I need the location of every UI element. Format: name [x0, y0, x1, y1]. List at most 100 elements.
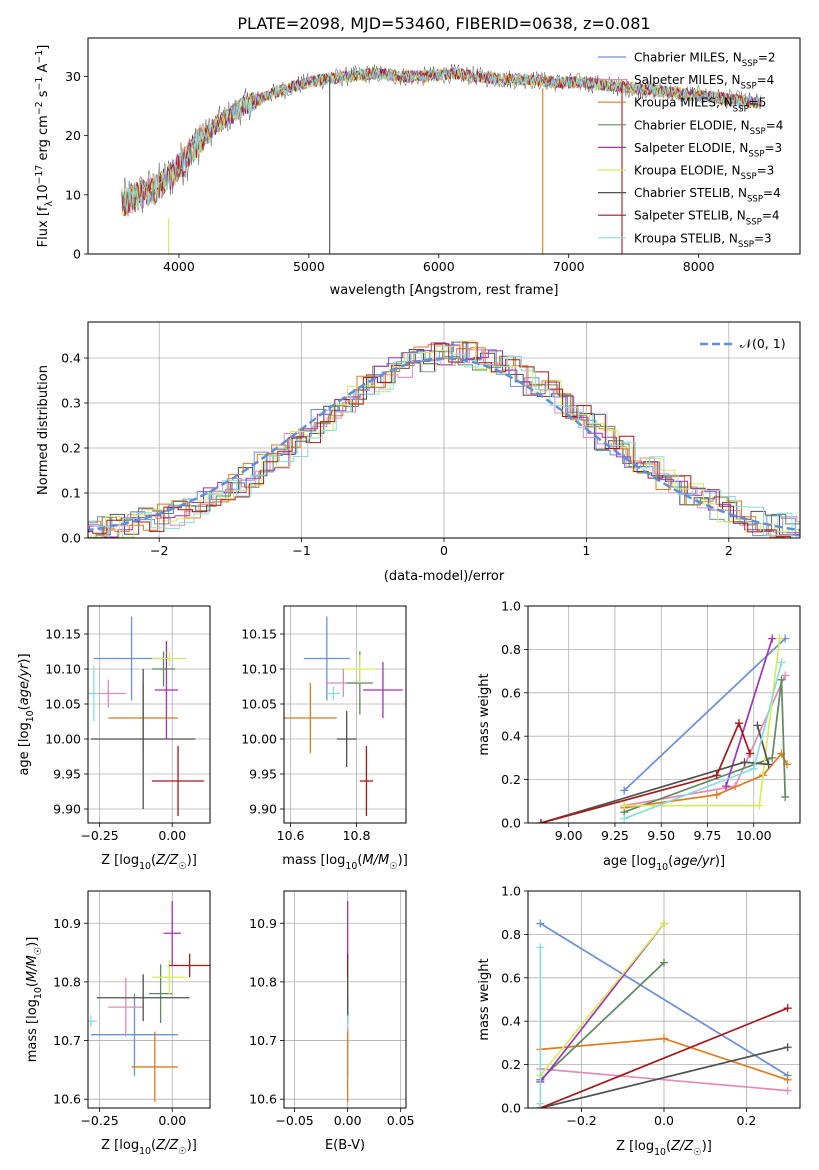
- x-tick-label: −0.25: [80, 828, 118, 843]
- axes-frame: [527, 605, 801, 824]
- mass-vs-extinction-panel: −0.05 0.00 0.05 10.6 10.7 10.8 10.9 E(B-V): [249, 890, 415, 1153]
- normal-curve: [88, 357, 800, 532]
- x-tick-label: −0.25: [80, 1113, 118, 1128]
- x-tick-label: 0: [440, 543, 448, 558]
- legend-label: Salpeter STELIB, NSSP=4: [634, 209, 780, 228]
- x-tick-label: 9.75: [694, 828, 722, 843]
- y-tick-label: 30: [65, 69, 81, 84]
- x-tick-label: −0.2: [566, 1113, 596, 1128]
- y-tick-label: 10.8: [53, 974, 81, 989]
- y-tick-label: 1.0: [501, 599, 521, 614]
- y-tick-label: 10.10: [241, 662, 277, 677]
- weight-line: [540, 725, 770, 823]
- weight-line: [725, 638, 774, 787]
- y-tick-label: 9.90: [53, 802, 81, 817]
- histogram-salpeter-stelib: [88, 342, 800, 538]
- y-tick-label: 0.0: [501, 1101, 521, 1116]
- weight-point: [764, 760, 773, 769]
- weight-point: [620, 814, 629, 823]
- age-vs-mass-panel: 10.6 10.8 9.90 9.95 10.00 10.05 10.10 10.15 mass…: [241, 605, 408, 872]
- weight-line: [623, 679, 787, 813]
- y-tick-label: 0.4: [501, 1014, 521, 1029]
- y-tick-label: 10.6: [249, 1092, 277, 1107]
- y-tick-label: 10.7: [53, 1033, 81, 1048]
- y-tick-label: 10.7: [249, 1033, 277, 1048]
- x-tick-label: 7000: [553, 259, 585, 274]
- weight-line: [540, 1046, 788, 1108]
- weight-line: [539, 961, 665, 1081]
- weight-point: [620, 801, 629, 810]
- weight-line: [623, 637, 786, 792]
- axes-frame: [87, 890, 211, 1109]
- x-tick-label: 5000: [293, 259, 325, 274]
- y-tick-label: 0.6: [501, 970, 521, 985]
- age-vs-metallicity-panel: −0.25 0.00 9.90 9.95 10.00 10.05 10.10 10.15 Z […: [17, 605, 211, 872]
- plot-area: [88, 900, 210, 1103]
- legend-label: Kroupa MILES, NSSP=5: [634, 96, 766, 115]
- weight-point: [768, 753, 777, 762]
- x-tick-label: 8000: [683, 259, 715, 274]
- x-tick-label: 6000: [423, 259, 455, 274]
- weight-line: [540, 720, 751, 823]
- x-tick-label: 0.0: [654, 1113, 674, 1128]
- y-tick-label: 0.4: [61, 351, 81, 366]
- weight-point: [660, 919, 668, 928]
- weight-point: [768, 634, 777, 643]
- weight-vs-age-panel: 9.00 9.25 9.50 9.75 10.00 0.0 0.2 0.4 0.6 0.8 1.0 a…: [477, 599, 801, 873]
- y-tick-label: 0.1: [61, 486, 81, 501]
- x-tick-label: 0.00: [158, 828, 186, 843]
- x-tick-label: 0.00: [334, 1113, 362, 1128]
- weight-line: [540, 1068, 788, 1092]
- y-tick-label: 0.2: [61, 441, 81, 456]
- weight-point: [783, 1043, 792, 1052]
- legend-label: Chabrier STELIB, NSSP=4: [634, 186, 781, 205]
- y-tick-label: 0.0: [501, 816, 521, 831]
- y-axis-label: Flux [fλ10−17 erg cm−2 s−1 A−1]: [34, 45, 55, 248]
- residual-histogram-panel: −2 −1 0 1 2 0.0 0.1 0.2 0.3 0.4 (data-model)/error…: [36, 321, 801, 584]
- weight-point: [781, 671, 790, 680]
- x-tick-label: 0.05: [387, 1113, 415, 1128]
- y-tick-label: 20: [65, 128, 81, 143]
- weight-point: [536, 943, 545, 952]
- weight-point: [660, 1034, 668, 1043]
- weight-point: [777, 675, 786, 684]
- y-tick-label: 10.00: [45, 732, 81, 747]
- y-tick-label: 1.0: [501, 884, 521, 899]
- y-tick-label: 10: [65, 187, 81, 202]
- x-tick-label: 1: [582, 543, 590, 558]
- plot-area: [121, 63, 762, 254]
- y-tick-label: 9.95: [53, 767, 81, 782]
- x-axis-label: mass [log10(M/M☉)]: [282, 853, 408, 872]
- y-tick-label: 0.8: [501, 927, 521, 942]
- legend: Chabrier MILES, NSSP=2 Salpeter MILES, NS…: [598, 51, 783, 250]
- y-axis-label: mass [log10(M/M☉)]: [25, 937, 44, 1063]
- y-tick-label: 0.0: [61, 531, 81, 546]
- y-tick-label: 10.8: [249, 974, 277, 989]
- histogram-chabrier-elodie: [88, 350, 800, 538]
- plot-area: [88, 340, 800, 538]
- axes-frame: [527, 890, 801, 1109]
- legend-label: Kroupa ELODIE, NSSP=3: [634, 164, 774, 183]
- plot-area: [536, 634, 792, 823]
- weight-point: [749, 764, 758, 773]
- weight-line: [539, 922, 665, 1077]
- weight-point: [777, 658, 786, 667]
- y-tick-label: 0.4: [501, 729, 521, 744]
- weight-point: [712, 790, 721, 799]
- plot-area: [536, 919, 792, 1108]
- legend-label: Chabrier MILES, NSSP=2: [634, 51, 776, 70]
- x-tick-label: −2: [150, 543, 168, 558]
- legend-label: Salpeter MILES, NSSP=4: [634, 73, 774, 92]
- x-tick-label: −1: [292, 543, 310, 558]
- x-tick-label: −0.05: [275, 1113, 313, 1128]
- weight-point: [775, 634, 784, 643]
- spectrum-line: [121, 67, 762, 214]
- y-tick-label: 10.05: [45, 697, 81, 712]
- weight-point: [660, 958, 668, 967]
- x-tick-label: 10.8: [343, 828, 371, 843]
- spectrum-panel: 4000 5000 6000 7000 8000 0 10 20 30 wavelength [A…: [34, 37, 801, 298]
- weight-line: [624, 638, 781, 807]
- weight-point: [536, 919, 545, 928]
- y-tick-label: 0.2: [501, 772, 521, 787]
- x-axis-label: E(B-V): [325, 1138, 365, 1153]
